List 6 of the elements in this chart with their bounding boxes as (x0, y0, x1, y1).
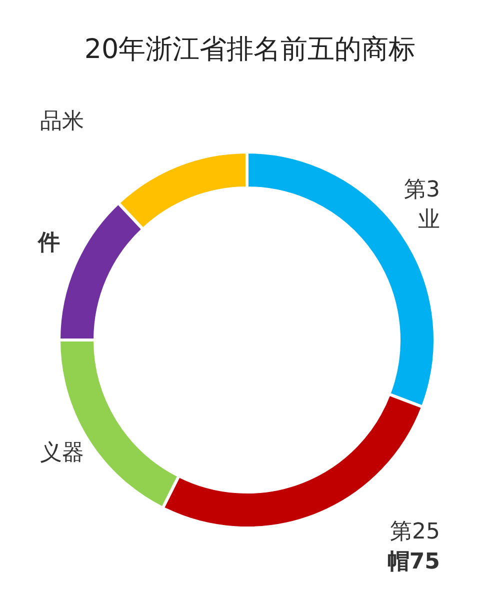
chart-title: 20年浙江省排名前五的商标 (84, 34, 416, 65)
slice-label: 品米 (40, 109, 84, 134)
slice-label: 第25 帽75 (387, 520, 440, 575)
slice-label: 义器 (40, 440, 84, 466)
slice-label: 第3 业 (404, 178, 440, 233)
slice-label: 件 (36, 230, 60, 256)
